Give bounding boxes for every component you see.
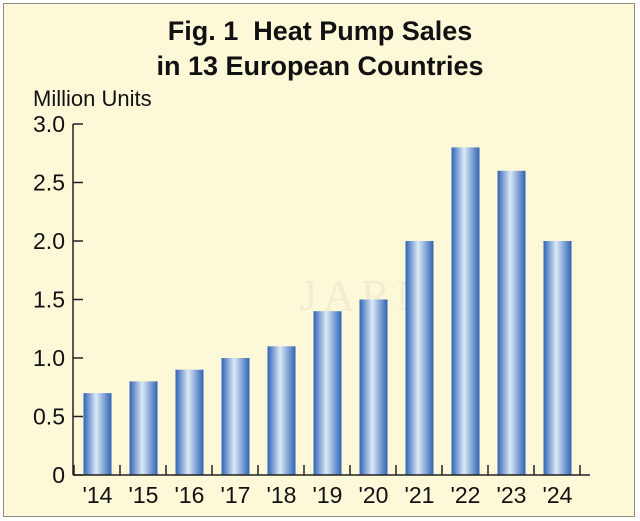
x-tick-label-3: '17 [221, 482, 251, 508]
bar-2 [175, 369, 204, 475]
x-tick-label-5: '19 [313, 482, 343, 508]
y-tick-label-0: 0 [52, 462, 65, 488]
bar-0 [83, 393, 112, 475]
x-tick-label-2: '16 [175, 482, 205, 508]
bar-6 [359, 299, 388, 475]
y-tick-label-1: 0.5 [33, 404, 65, 430]
bar-10 [543, 241, 572, 475]
x-tick-label-1: '15 [129, 482, 159, 508]
y-tick-label-5: 2.5 [33, 170, 65, 196]
bar-3 [221, 358, 250, 475]
x-tick-label-0: '14 [83, 482, 113, 508]
bar-8 [451, 147, 480, 475]
y-tick-label-6: 3.0 [33, 111, 65, 137]
x-tick-label-7: '21 [405, 482, 435, 508]
bar-1 [129, 381, 158, 475]
y-tick-label-2: 1.0 [33, 345, 65, 371]
chart-title-line-2: in 13 European Countries [156, 51, 484, 81]
x-tick-label-8: '22 [451, 482, 481, 508]
y-tick-label-3: 1.5 [33, 287, 65, 313]
x-tick-label-6: '20 [359, 482, 389, 508]
chart-title-line-1: Fig. 1 Heat Pump Sales [167, 16, 473, 46]
y-tick-label-4: 2.0 [33, 228, 65, 254]
x-tick-label-10: '24 [543, 482, 573, 508]
y-axis-label: Million Units [33, 86, 152, 111]
bar-4 [267, 346, 296, 475]
x-tick-label-4: '18 [267, 482, 297, 508]
bar-9 [497, 170, 526, 476]
bar-5 [313, 311, 342, 475]
x-tick-label-9: '23 [497, 482, 527, 508]
bar-7 [405, 241, 434, 475]
chart-title: Fig. 1 Heat Pump Sales in 13 European Co… [0, 14, 640, 84]
